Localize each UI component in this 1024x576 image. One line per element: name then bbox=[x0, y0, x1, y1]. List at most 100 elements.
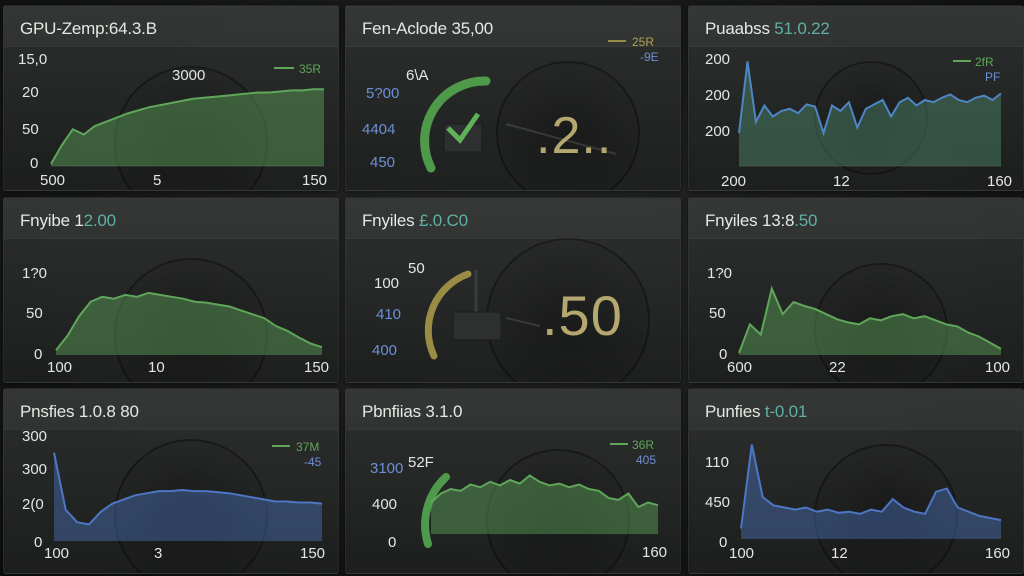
gauge-arc bbox=[421, 473, 450, 548]
panel-header: Pbnfiias 3.1.0 bbox=[346, 389, 680, 430]
y-label: 400 bbox=[372, 342, 397, 359]
y-tick: 2(0 bbox=[22, 496, 44, 513]
title-label: Fnyibe 1 bbox=[20, 211, 84, 230]
y-tick: 0 bbox=[30, 155, 38, 172]
chart[interactable]: 300 300 2(0 0 100 3 150 37M -45 bbox=[4, 389, 338, 573]
area-fill bbox=[741, 444, 1001, 539]
chart[interactable]: 1?0 50 0 100 10 150 bbox=[4, 198, 338, 382]
panel-fnyiles-13[interactable]: Fnyiles 13:8.50 1?0 50 0 600 22 100 bbox=[688, 197, 1024, 383]
title-value: t-0.01 bbox=[764, 402, 808, 421]
panel-punfies[interactable]: Punfies t-0.01 110 450 0 100 12 160 bbox=[688, 388, 1024, 574]
title-value: .50 bbox=[794, 211, 818, 230]
title-value: 51.0.22 bbox=[774, 19, 830, 38]
x-tick: 150 bbox=[300, 545, 325, 562]
y-tick: 50 bbox=[22, 121, 39, 138]
panel-pnsfies[interactable]: Pnsfies 1.0.8 80 300 300 2(0 0 100 3 150… bbox=[3, 388, 339, 574]
area-fill bbox=[739, 61, 1001, 166]
series-line bbox=[738, 285, 1002, 354]
gauge-needle bbox=[505, 317, 541, 327]
gauge-label: 52F bbox=[408, 454, 434, 471]
panel-title: Fnyibe 12.00 bbox=[20, 211, 116, 231]
y-tick: 0 bbox=[34, 534, 42, 551]
panel-title: Pnsfies 1.0.8 80 bbox=[20, 402, 139, 421]
title-label: Punfies bbox=[705, 402, 761, 421]
x-tick: 500 bbox=[40, 172, 65, 189]
x-tick: 100 bbox=[729, 545, 754, 562]
area-fill bbox=[431, 475, 658, 534]
x-tick: 12 bbox=[831, 545, 848, 562]
x-tick: 10 bbox=[148, 359, 165, 376]
y-tick: 200 bbox=[705, 123, 730, 140]
title-value: 5,00 bbox=[460, 19, 494, 38]
gauge-label: 6\A bbox=[406, 67, 429, 84]
y-tick: 15,0 bbox=[18, 51, 47, 68]
y-tick: 1?0 bbox=[707, 265, 732, 282]
series-line bbox=[430, 474, 659, 509]
legend-label: -9E bbox=[640, 50, 659, 64]
y-tick: 300 bbox=[22, 461, 47, 478]
series-line bbox=[53, 452, 323, 526]
title-label: Fnyiles bbox=[362, 211, 415, 230]
panel-fnyiles-gauge[interactable]: Fnyiles £.0.C0 50 100 410 400 .50 bbox=[345, 197, 681, 383]
legend-label: 25R bbox=[632, 35, 654, 49]
x-tick: 160 bbox=[987, 173, 1012, 190]
panel-bg-circle bbox=[114, 258, 268, 382]
x-tick: 3 bbox=[154, 545, 162, 562]
chart[interactable]: 15,0 20 50 0 500 5 150 3000 35R bbox=[4, 6, 338, 190]
legend-label: 2fR bbox=[975, 55, 994, 69]
y-tick: 200 bbox=[705, 51, 730, 68]
series-line bbox=[740, 444, 1002, 529]
check-icon bbox=[446, 112, 481, 144]
gauge-chart[interactable]: 6\A 5?00 4404 450 25R -9E bbox=[346, 6, 680, 190]
x-tick: 150 bbox=[304, 359, 329, 376]
gauge-chart[interactable]: 50 100 410 400 bbox=[346, 198, 680, 382]
chart-annotation: 3000 bbox=[172, 67, 205, 84]
series-line bbox=[738, 61, 1002, 137]
chart[interactable]: 200 200 200 200 12 160 2fR PF bbox=[689, 6, 1023, 190]
panel-fnyibe[interactable]: Fnyibe 12.00 1?0 50 0 100 10 150 bbox=[3, 197, 339, 383]
legend-label: PF bbox=[985, 70, 1000, 84]
y-tick: 0 bbox=[719, 346, 727, 363]
chart[interactable]: 110 450 0 100 12 160 bbox=[689, 389, 1023, 573]
title-label: Puaabss bbox=[705, 19, 770, 38]
y-tick: 50 bbox=[26, 305, 43, 322]
gauge-needle bbox=[505, 123, 617, 155]
panel-pbnfiias[interactable]: Pbnfiias 3.1.0 52F 3100 400 0 160 36R 40… bbox=[345, 388, 681, 574]
panel-header: Punfies t-0.01 bbox=[689, 389, 1023, 430]
big-value: .2.. bbox=[536, 107, 613, 165]
y-tick: 0 bbox=[34, 346, 42, 363]
y-label: 100 bbox=[374, 275, 399, 292]
chart[interactable]: 52F 3100 400 0 160 36R 405 bbox=[346, 389, 680, 573]
panel-bg-circle bbox=[814, 61, 928, 175]
y-tick: 200 bbox=[705, 87, 730, 104]
box-icon bbox=[452, 311, 502, 341]
panel-bg-circle bbox=[486, 238, 650, 382]
x-tick: 160 bbox=[985, 545, 1010, 562]
y-label: 3100 bbox=[370, 460, 403, 477]
chart[interactable]: 1?0 50 0 600 22 100 bbox=[689, 198, 1023, 382]
title-value: 2.00 bbox=[83, 211, 116, 230]
panel-title: Fen-Aclode 35,00 bbox=[362, 19, 493, 39]
panel-bg-circle bbox=[486, 449, 630, 573]
panel-puaabss[interactable]: Puaabss 51.0.22 200 200 200 200 12 160 2… bbox=[688, 5, 1024, 191]
y-label: 5?00 bbox=[366, 85, 399, 102]
y-label: 4404 bbox=[362, 121, 395, 138]
x-tick: 160 bbox=[642, 544, 667, 561]
panel-title: Pbnfiias 3.1.0 bbox=[362, 402, 463, 421]
y-tick: 300 bbox=[22, 428, 47, 445]
panel-bg-circle bbox=[814, 444, 958, 573]
series-line bbox=[50, 88, 324, 165]
legend-label: 36R bbox=[632, 438, 654, 452]
x-tick: 100 bbox=[985, 359, 1010, 376]
panel-gpu-temp[interactable]: GPU-Zemp:64.3.B 15,0 20 50 0 500 5 150 3… bbox=[3, 5, 339, 191]
panel-header: Pnsfies 1.0.8 80 bbox=[4, 389, 338, 430]
x-tick: 100 bbox=[44, 545, 69, 562]
panel-title: Fnyiles £.0.C0 bbox=[362, 211, 468, 231]
legend-label: 35R bbox=[299, 62, 321, 76]
area-fill bbox=[739, 288, 1001, 355]
panel-header: Fen-Aclode 35,00 bbox=[346, 6, 680, 47]
gauge-arc bbox=[424, 270, 472, 360]
big-value: .50 bbox=[542, 284, 623, 347]
panel-fan-gauge[interactable]: Fen-Aclode 35,00 6\A 5?00 4404 450 25R -… bbox=[345, 5, 681, 191]
legend-label: 405 bbox=[636, 453, 656, 467]
